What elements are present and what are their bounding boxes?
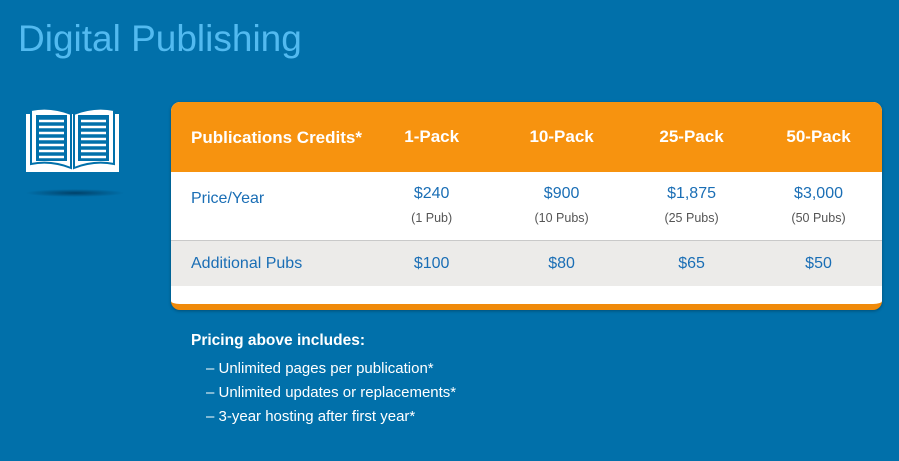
- pub-count: (50 Pubs): [791, 211, 846, 225]
- pub-count: (10 Pubs): [534, 211, 589, 225]
- row-label: Additional Pubs: [191, 255, 303, 272]
- cell: $3,000 (50 Pubs): [755, 185, 882, 225]
- price: $240: [413, 185, 450, 202]
- cell: $1,875 (25 Pubs): [628, 185, 755, 225]
- page-title: Digital Publishing: [18, 18, 302, 59]
- note-item: – 3-year hosting after first year*: [206, 408, 416, 425]
- header-10-pack: 10-Pack: [529, 127, 594, 146]
- table-row-price-year: Price/Year $240 (1 Pub) $900 (10 Pubs) $1,…: [171, 172, 882, 241]
- cell: $900 (10 Pubs): [495, 185, 628, 225]
- price: $3,000: [794, 185, 843, 202]
- header-25-pack: 25-Pack: [659, 127, 724, 146]
- cell: $240 (1 Pub): [368, 185, 495, 225]
- table-row-additional-pubs: Additional Pubs $100 $80 $65 $50: [171, 241, 882, 286]
- table-header: Publications Credits* 1-Pack 10-Pack 25-…: [171, 102, 882, 172]
- header-credits: Publications Credits*: [191, 127, 362, 147]
- pub-count: (1 Pub): [411, 211, 453, 225]
- notes-heading: Pricing above includes:: [191, 332, 365, 349]
- price: $65: [678, 254, 705, 272]
- price: $1,875: [667, 185, 716, 202]
- price: $80: [548, 254, 575, 272]
- pub-count: (25 Pubs): [664, 211, 719, 225]
- note-item: – Unlimited updates or replacements*: [206, 384, 457, 401]
- price: $900: [543, 185, 580, 202]
- header-1-pack: 1-Pack: [404, 127, 460, 146]
- pricing-table: Publications Credits* 1-Pack 10-Pack 25-…: [171, 102, 882, 310]
- open-book-icon: [26, 108, 119, 172]
- row-label: Price/Year: [191, 190, 265, 207]
- icon-shadow: [25, 189, 125, 197]
- price: $50: [805, 254, 832, 272]
- price: $100: [413, 254, 450, 272]
- note-item: – Unlimited pages per publication*: [206, 360, 434, 377]
- header-50-pack: 50-Pack: [786, 127, 851, 146]
- pricing-notes: Pricing above includes: – Unlimited page…: [191, 332, 456, 429]
